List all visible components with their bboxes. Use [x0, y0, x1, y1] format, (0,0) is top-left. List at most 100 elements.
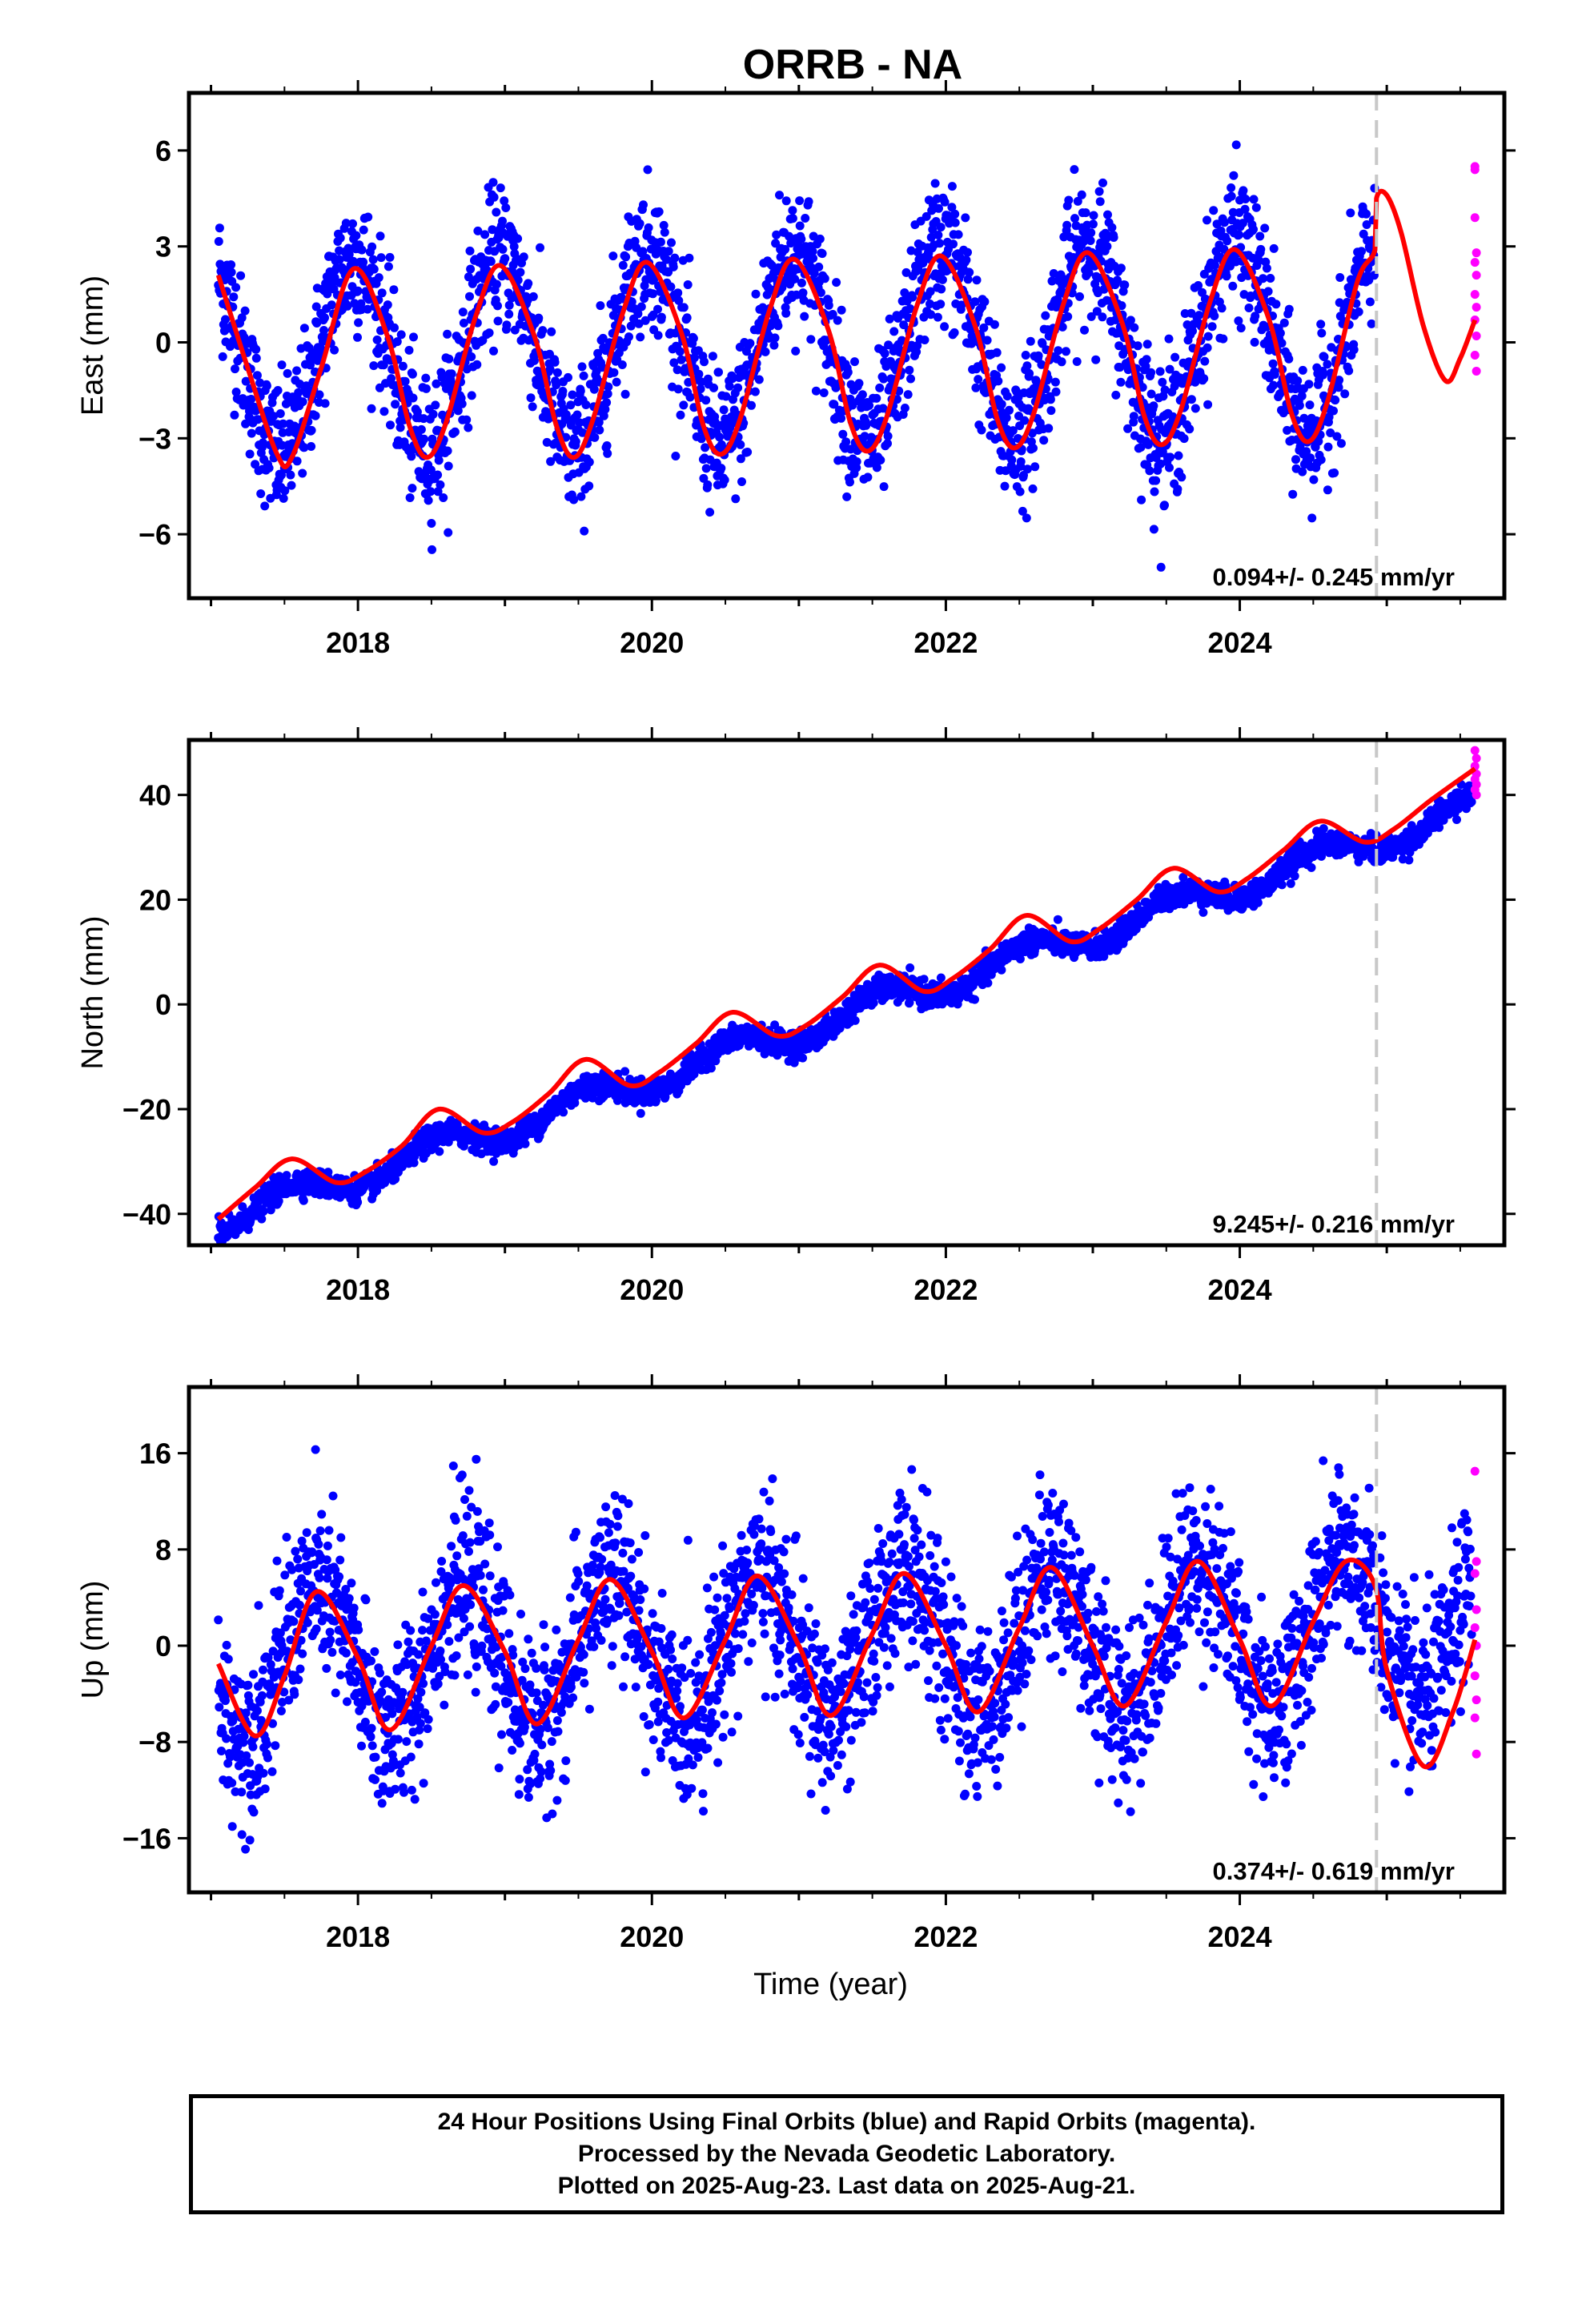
- data-point: [359, 225, 368, 235]
- rapid-orbit-point: [1472, 332, 1481, 341]
- data-point: [275, 409, 285, 418]
- data-point: [353, 332, 362, 342]
- data-point: [480, 230, 490, 239]
- data-point: [1283, 425, 1292, 435]
- data-point: [850, 357, 859, 367]
- data-point: [1238, 219, 1247, 228]
- data-point: [1304, 380, 1314, 389]
- data-point: [950, 209, 960, 219]
- data-point: [428, 545, 436, 554]
- data-point: [229, 292, 239, 302]
- data-point: [640, 316, 650, 325]
- data-point: [1354, 307, 1363, 316]
- data-point: [1323, 485, 1332, 495]
- data-point: [498, 244, 508, 254]
- data-point: [241, 376, 251, 386]
- data-point: [1062, 347, 1070, 356]
- data-point: [594, 417, 604, 427]
- data-point: [800, 312, 809, 321]
- data-point: [400, 376, 410, 386]
- data-point: [965, 267, 974, 277]
- data-point: [1297, 392, 1307, 400]
- data-point: [581, 400, 591, 409]
- data-point: [343, 301, 352, 311]
- data-point: [685, 253, 694, 263]
- data-point: [294, 388, 303, 397]
- data-point: [1041, 311, 1050, 320]
- data-point: [781, 308, 791, 318]
- data-point: [676, 410, 685, 420]
- data-point: [598, 333, 608, 343]
- data-point: [785, 231, 793, 241]
- data-point: [1057, 357, 1066, 367]
- data-point: [444, 528, 453, 537]
- data-point: [1240, 204, 1250, 214]
- data-point: [509, 242, 519, 251]
- data-point: [1326, 428, 1335, 437]
- data-point: [1335, 376, 1344, 385]
- data-point: [237, 313, 247, 323]
- data-point: [817, 249, 827, 259]
- data-point: [359, 257, 368, 267]
- data-point: [1331, 396, 1340, 405]
- data-point: [1228, 207, 1238, 217]
- data-point: [1165, 463, 1174, 472]
- data-point: [420, 434, 429, 444]
- data-point: [1203, 343, 1212, 352]
- data-point: [283, 368, 292, 378]
- data-point: [1142, 355, 1151, 364]
- data-point: [1044, 424, 1054, 433]
- data-point: [376, 253, 386, 263]
- data-point: [1275, 328, 1285, 338]
- data-point: [1145, 466, 1154, 476]
- data-point: [245, 449, 255, 459]
- data-point: [1362, 220, 1371, 229]
- data-point: [1164, 334, 1174, 344]
- data-point: [1269, 380, 1279, 390]
- data-point: [259, 1207, 268, 1216]
- data-point: [1203, 332, 1213, 341]
- data-point: [1133, 341, 1142, 351]
- data-point: [502, 320, 512, 330]
- rapid-orbit-point: [1470, 213, 1480, 223]
- data-point: [1026, 336, 1035, 346]
- data-point: [961, 213, 970, 223]
- data-point: [804, 197, 813, 207]
- data-point: [251, 460, 260, 469]
- data-point: [861, 420, 871, 430]
- data-point: [277, 360, 287, 370]
- data-point: [486, 257, 496, 266]
- data-point: [320, 313, 329, 323]
- data-point: [930, 179, 940, 188]
- data-point: [1231, 140, 1241, 150]
- data-point: [489, 1156, 499, 1166]
- data-point: [936, 223, 946, 232]
- data-point: [538, 326, 548, 336]
- data-point: [889, 327, 899, 336]
- data-point: [1088, 219, 1098, 229]
- data-point: [492, 207, 501, 217]
- data-point: [773, 321, 783, 331]
- data-point: [1249, 195, 1259, 204]
- data-point: [1149, 401, 1158, 411]
- data-point: [1094, 187, 1104, 196]
- data-point: [1244, 304, 1254, 312]
- data-point: [947, 182, 957, 191]
- data-point: [1302, 447, 1311, 456]
- data-point: [795, 221, 805, 231]
- data-point: [950, 328, 959, 337]
- data-point: [820, 274, 829, 283]
- data-point: [354, 318, 363, 328]
- data-point: [516, 267, 525, 277]
- data-point: [504, 300, 514, 310]
- data-point: [520, 1139, 530, 1148]
- data-point: [1367, 319, 1376, 328]
- data-point: [1137, 495, 1146, 505]
- data-point: [1195, 311, 1204, 320]
- data-point: [459, 318, 468, 328]
- data-point: [1046, 395, 1055, 404]
- data-point: [701, 396, 711, 405]
- data-point: [1251, 203, 1261, 212]
